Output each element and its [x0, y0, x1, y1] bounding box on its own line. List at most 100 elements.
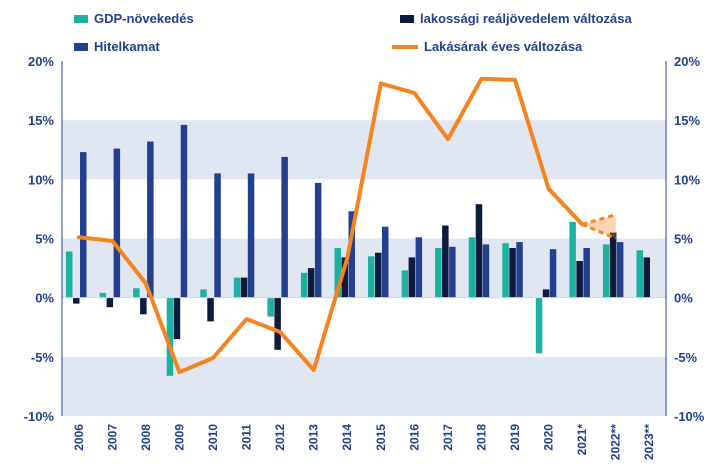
income-bar: [442, 225, 449, 298]
x-tick-label: 2014: [340, 424, 354, 451]
income-bar: [341, 257, 348, 298]
rate-bar: [449, 246, 456, 298]
y-axis-right: -10% -5% 0% 5% 10% 15% 20%: [674, 54, 705, 424]
rate-bar: [281, 156, 288, 298]
rate-bar: [415, 237, 423, 298]
y-tick-label-left: -10%: [24, 409, 55, 424]
rate-bar: [180, 124, 188, 298]
legend-swatch-rate: [74, 42, 88, 51]
x-tick-label: 2020: [542, 424, 556, 451]
rate-bar: [348, 211, 355, 298]
rate-bar: [314, 182, 322, 298]
legend-label-income: lakossági reáljövedelem változása: [420, 11, 632, 27]
gdp-bar: [166, 297, 174, 376]
legend-item-income: lakossági reáljövedelem változása: [400, 10, 632, 26]
gdp-bar: [267, 297, 274, 317]
x-tick-label: 2011: [240, 424, 254, 450]
rate-bar: [516, 242, 523, 298]
x-tick-label: 2018: [474, 424, 488, 451]
legend-item-house: Lakásárak éves változása: [392, 38, 582, 54]
y-tick-label-right: 5%: [674, 232, 693, 247]
gdp-bar: [334, 248, 341, 298]
y-tick-label-right: 10%: [674, 172, 700, 187]
x-tick-label: 2023**: [642, 424, 656, 460]
income-bar: [140, 297, 147, 315]
gdp-bar: [233, 277, 241, 298]
gdp-bar: [200, 289, 207, 298]
house-price-line: [76, 76, 617, 375]
gdp-bar: [99, 292, 107, 298]
y-tick-label-right: 15%: [674, 113, 700, 128]
legend-label-gdp: GDP-növekedés: [94, 11, 194, 27]
gdp-bar: [636, 250, 643, 298]
rate-bar: [482, 244, 490, 298]
y-tick-label-right: -5%: [674, 350, 698, 365]
income-bar: [542, 289, 550, 298]
legend-swatch-house: [392, 44, 418, 49]
rate-bar: [80, 152, 87, 298]
house-price-line-path: [76, 76, 585, 375]
x-tick-label: 2016: [407, 424, 421, 451]
y-tick-label-left: 10%: [28, 172, 54, 187]
gdp-bar: [435, 248, 442, 298]
rate-bar: [214, 173, 221, 298]
y-tick-label-left: 15%: [28, 113, 54, 128]
x-tick-label: 2008: [139, 424, 153, 451]
gdp-bar: [300, 272, 308, 298]
rate-bar: [113, 148, 121, 298]
gdp-bar: [66, 251, 73, 298]
legend-item-gdp: GDP-növekedés: [74, 10, 194, 26]
gdp-bar: [133, 288, 140, 298]
gdp-bar: [569, 221, 576, 298]
income-bar: [274, 297, 281, 350]
gdp-bar: [368, 256, 375, 298]
x-tick-label: 2015: [374, 424, 388, 451]
y-tick-label-left: -5%: [31, 350, 55, 365]
legend-swatch-income: [400, 14, 414, 23]
y-tick-label-right: 20%: [674, 54, 700, 69]
gdp-bar: [468, 237, 476, 298]
x-tick-label: 2021*: [575, 424, 589, 456]
rate-bar: [382, 226, 389, 298]
legend-label-house: Lakásárak éves változása: [424, 39, 583, 55]
house-price-forecast-upper: [581, 213, 617, 226]
rate-bar: [549, 249, 557, 298]
rate-bar: [147, 141, 154, 298]
house-price-forecast-lower: [581, 222, 617, 240]
legend-item-rate: Hitelkamat: [74, 38, 160, 54]
income-bar: [207, 297, 214, 322]
house-price-forecast-dash: [547, 187, 584, 226]
income-bar: [509, 248, 516, 298]
plot-band: [62, 356, 666, 416]
legend-swatch-gdp: [74, 14, 88, 23]
x-tick-label: 2007: [105, 424, 119, 451]
y-tick-label-right: 0%: [674, 291, 693, 306]
x-tick-label: 2013: [307, 424, 321, 451]
income-bar: [643, 257, 650, 298]
y-tick-label-right: -10%: [674, 409, 705, 424]
rate-bar: [616, 242, 624, 298]
x-tick-label: 2010: [206, 424, 220, 451]
plot-band: [62, 238, 666, 298]
income-bar: [73, 297, 80, 304]
rate-bar: [247, 173, 255, 298]
x-tick-label: 2009: [172, 424, 186, 451]
income-bar: [240, 277, 248, 298]
legend-label-rate: Hitelkamat: [94, 39, 160, 55]
gdp-bar: [401, 270, 409, 298]
house-price-forecast-fan: [582, 214, 616, 239]
x-tick-label: 2022**: [609, 424, 623, 460]
plot-band: [62, 61, 666, 121]
income-bar: [106, 297, 114, 308]
gdp-bar: [535, 297, 543, 354]
y-tick-label-left: 5%: [35, 232, 54, 247]
gdp-bar: [602, 244, 610, 298]
y-tick-label-left: 0%: [35, 291, 54, 306]
bar-series: [66, 124, 650, 376]
y-tick-label-left: 20%: [28, 54, 54, 69]
x-tick-label: 2017: [441, 424, 455, 451]
x-tick-label: 2012: [273, 424, 287, 451]
x-axis: 2006 2007 2008 2009 2010 2011 2012 2013 2014 2015…: [72, 424, 656, 460]
gdp-bar: [502, 243, 509, 298]
